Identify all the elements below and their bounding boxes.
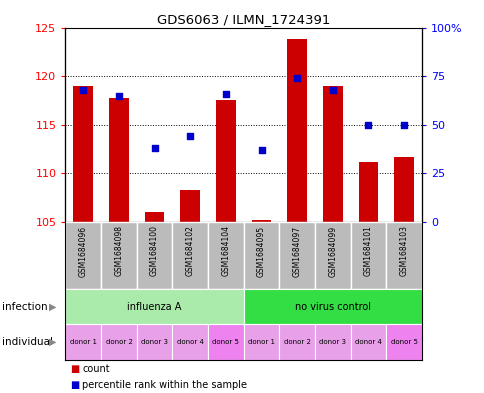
Bar <box>208 324 243 360</box>
Text: donor 2: donor 2 <box>106 339 132 345</box>
Text: donor 1: donor 1 <box>70 339 97 345</box>
Bar <box>208 222 243 289</box>
Bar <box>385 324 421 360</box>
Point <box>222 90 229 97</box>
Text: donor 5: donor 5 <box>212 339 239 345</box>
Bar <box>322 86 342 222</box>
Point <box>115 92 122 99</box>
Text: individual: individual <box>2 337 53 347</box>
Bar <box>172 222 208 289</box>
Text: influenza A: influenza A <box>127 301 182 312</box>
Bar <box>350 324 385 360</box>
Point <box>293 75 301 81</box>
Point <box>151 145 158 151</box>
Text: GSM1684104: GSM1684104 <box>221 225 230 276</box>
Text: GSM1684102: GSM1684102 <box>185 225 195 276</box>
Bar <box>136 222 172 289</box>
Bar <box>101 324 136 360</box>
Bar <box>385 222 421 289</box>
Point <box>79 86 87 93</box>
Text: GSM1684097: GSM1684097 <box>292 225 301 277</box>
Bar <box>101 222 136 289</box>
Text: donor 2: donor 2 <box>283 339 310 345</box>
Bar <box>172 324 208 360</box>
Bar <box>243 289 421 324</box>
Bar <box>180 190 199 222</box>
Bar <box>136 324 172 360</box>
Text: count: count <box>82 364 110 375</box>
Point <box>328 86 336 93</box>
Text: donor 3: donor 3 <box>141 339 168 345</box>
Text: donor 3: donor 3 <box>318 339 346 345</box>
Bar <box>65 324 101 360</box>
Bar <box>216 101 235 222</box>
Text: GSM1684101: GSM1684101 <box>363 225 372 276</box>
Bar <box>287 39 306 222</box>
Bar <box>314 222 350 289</box>
Text: donor 1: donor 1 <box>247 339 274 345</box>
Bar <box>65 222 101 289</box>
Point <box>399 121 407 128</box>
Text: no virus control: no virus control <box>294 301 370 312</box>
Text: GSM1684098: GSM1684098 <box>114 225 123 276</box>
Text: ■: ■ <box>70 364 79 375</box>
Bar <box>350 222 385 289</box>
Bar <box>243 324 279 360</box>
Bar <box>65 289 243 324</box>
Point <box>364 121 372 128</box>
Point <box>257 147 265 153</box>
Text: ■: ■ <box>70 380 79 390</box>
Text: GSM1684100: GSM1684100 <box>150 225 159 276</box>
Point <box>186 133 194 140</box>
Title: GDS6063 / ILMN_1724391: GDS6063 / ILMN_1724391 <box>157 13 330 26</box>
Text: GSM1684103: GSM1684103 <box>399 225 408 276</box>
Bar <box>358 162 378 222</box>
Text: GSM1684096: GSM1684096 <box>78 225 88 277</box>
Bar <box>109 97 128 222</box>
Text: GSM1684095: GSM1684095 <box>257 225 266 277</box>
Text: ▶: ▶ <box>48 301 56 312</box>
Bar <box>393 157 413 222</box>
Text: donor 5: donor 5 <box>390 339 417 345</box>
Bar <box>145 212 164 222</box>
Text: donor 4: donor 4 <box>177 339 203 345</box>
Bar <box>243 222 279 289</box>
Text: donor 4: donor 4 <box>354 339 381 345</box>
Text: infection: infection <box>2 301 48 312</box>
Bar <box>314 324 350 360</box>
Bar <box>279 324 314 360</box>
Text: ▶: ▶ <box>48 337 56 347</box>
Bar <box>279 222 314 289</box>
Text: GSM1684099: GSM1684099 <box>328 225 337 277</box>
Bar <box>74 86 93 222</box>
Bar <box>251 220 271 222</box>
Text: percentile rank within the sample: percentile rank within the sample <box>82 380 247 390</box>
